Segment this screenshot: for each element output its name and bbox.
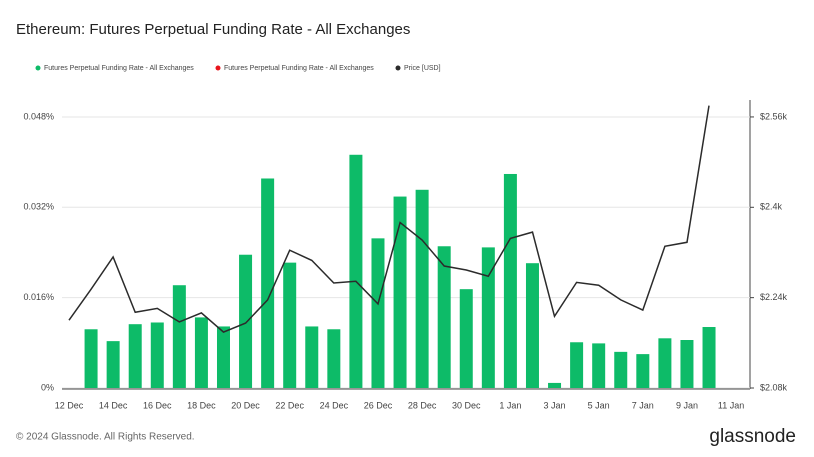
y2-tick-label: $2.4k — [760, 202, 783, 212]
y2-tick-label: $2.08k — [760, 382, 788, 392]
legend-label: Price [USD] — [404, 65, 441, 72]
x-tick-label: 26 Dec — [364, 400, 393, 410]
x-tick-label: 28 Dec — [408, 400, 437, 410]
bar — [150, 322, 164, 388]
bar — [305, 326, 319, 388]
x-tick-label: 30 Dec — [452, 400, 481, 410]
legend-dot — [215, 65, 221, 71]
bar — [393, 196, 407, 388]
x-tick-label: 16 Dec — [143, 400, 172, 410]
bar — [459, 289, 473, 388]
y-tick-label: 0.016% — [23, 292, 54, 302]
bar — [570, 342, 584, 388]
bar — [636, 354, 650, 388]
x-tick-label: 12 Dec — [55, 400, 84, 410]
bar — [658, 338, 672, 388]
x-tick-label: 3 Jan — [544, 400, 566, 410]
bar — [239, 254, 253, 388]
bar — [172, 285, 186, 388]
bar — [84, 329, 98, 388]
x-tick-label: 1 Jan — [499, 400, 521, 410]
x-tick-label: 20 Dec — [231, 400, 260, 410]
x-tick-label: 14 Dec — [99, 400, 128, 410]
bar — [614, 351, 628, 388]
bar — [592, 343, 606, 388]
x-tick-label: 24 Dec — [320, 400, 349, 410]
brand: glassnode — [709, 426, 796, 447]
bar — [128, 324, 142, 388]
bar — [548, 382, 562, 388]
bar — [702, 327, 716, 388]
bar — [371, 238, 385, 388]
x-tick-label: 9 Jan — [676, 400, 698, 410]
bar — [283, 262, 297, 388]
price-line — [68, 105, 710, 333]
bar — [194, 317, 208, 388]
y-tick-label: 0% — [41, 382, 54, 392]
bar — [525, 263, 539, 388]
y2-tick-label: $2.56k — [760, 111, 788, 121]
x-tick-label: 5 Jan — [588, 400, 610, 410]
y2-tick-label: $2.24k — [760, 292, 788, 302]
legend-dot — [35, 65, 41, 71]
legend-label: Futures Perpetual Funding Rate - All Exc… — [44, 65, 194, 72]
copyright: © 2024 Glassnode. All Rights Reserved. — [16, 432, 195, 443]
bar — [437, 246, 451, 388]
bar — [481, 247, 495, 388]
bar — [503, 173, 517, 388]
y-tick-label: 0.032% — [23, 202, 54, 212]
legend-dot — [395, 65, 401, 71]
x-tick-label: 22 Dec — [275, 400, 304, 410]
y-tick-label: 0.048% — [23, 111, 54, 121]
bar — [680, 340, 694, 388]
bar — [261, 178, 275, 388]
x-tick-label: 11 Jan — [718, 400, 744, 410]
x-tick-label: 7 Jan — [632, 400, 654, 410]
bar — [415, 189, 429, 388]
bar — [106, 341, 120, 388]
bar — [349, 154, 363, 388]
bar — [327, 329, 341, 388]
bar — [216, 326, 230, 388]
legend-label: Futures Perpetual Funding Rate - All Exc… — [224, 65, 374, 72]
chart-title: Ethereum: Futures Perpetual Funding Rate… — [16, 21, 410, 38]
x-tick-label: 18 Dec — [187, 400, 216, 410]
